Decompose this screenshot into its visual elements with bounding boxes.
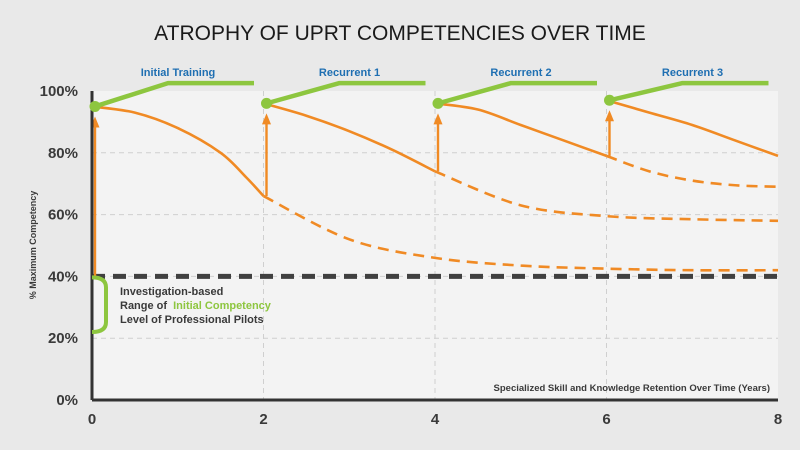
- y-tick-label: 100%: [40, 83, 78, 100]
- range-text-line3: Level of Professional Pilots: [120, 314, 264, 326]
- x-tick-label: 4: [431, 411, 440, 428]
- curve-recurrent-1: [263, 102, 436, 173]
- curve-recurrent-3: [606, 99, 779, 158]
- curve-initial-training: [91, 105, 265, 197]
- curve-recurrent-2: [434, 102, 607, 158]
- range-text-prefix: Range of: [120, 300, 170, 312]
- y-tick-label: 40%: [48, 268, 78, 285]
- training-events: [90, 110, 614, 277]
- y-tick-label: 0%: [56, 392, 78, 409]
- range-text-highlight: Initial Competency: [173, 300, 272, 312]
- y-tick-label: 80%: [48, 145, 78, 162]
- y-axis-label: % Maximum Competency: [28, 191, 38, 300]
- callout-label-recurrent-2: Recurrent 2: [490, 67, 551, 79]
- x-tick-label: 8: [774, 411, 782, 428]
- curve-recurrent-1-decay: [434, 170, 779, 223]
- callouts: Initial Training Recurrent 1 Recurrent 2 Re…: [89, 67, 769, 112]
- range-text-line2: Range of Initial Competency: [120, 300, 272, 312]
- callout-leader-recurrent-1: [265, 80, 426, 106]
- x-tick-label: 2: [259, 411, 267, 428]
- callout-label-recurrent-3: Recurrent 3: [662, 67, 723, 79]
- callout-dot: [604, 94, 615, 106]
- y-tick-label: 20%: [48, 330, 78, 347]
- range-bracket: [91, 275, 108, 335]
- callout-leader-recurrent-3: [608, 80, 769, 103]
- axes: [90, 91, 778, 402]
- callout-label-recurrent-1: Recurrent 1: [319, 67, 380, 79]
- callout-dot: [89, 100, 101, 112]
- range-text-line1: Investigation-based: [120, 286, 223, 298]
- curve-recurrent-2-decay: [606, 154, 779, 189]
- callout-leader-initial-training: [94, 80, 254, 109]
- callout-label-initial-training: Initial Training: [141, 67, 216, 79]
- tick-labels: 0% 20% 40% 60% 80% 100% 0 2 4 6 8: [40, 83, 783, 428]
- x-tick-label: 0: [88, 411, 96, 428]
- callout-leader-recurrent-2: [437, 80, 597, 106]
- range-annotation: Investigation-based Range of Initial Comp…: [91, 275, 272, 335]
- callout-dot: [432, 97, 444, 109]
- callout-dot: [261, 97, 272, 109]
- arrow-up-icon: [605, 110, 614, 122]
- chart-title: ATROPHY OF UPRT COMPETENCIES OVER TIME: [154, 22, 646, 45]
- curve-initial-decay-no-recurrent: [262, 194, 779, 272]
- arrow-up-icon: [433, 113, 443, 125]
- arrow-up-icon: [262, 113, 271, 125]
- y-tick-label: 60%: [48, 207, 78, 224]
- x-axis-label: Specialized Skill and Knowledge Retentio…: [494, 383, 770, 394]
- x-tick-label: 6: [602, 411, 610, 428]
- curves: [91, 99, 779, 279]
